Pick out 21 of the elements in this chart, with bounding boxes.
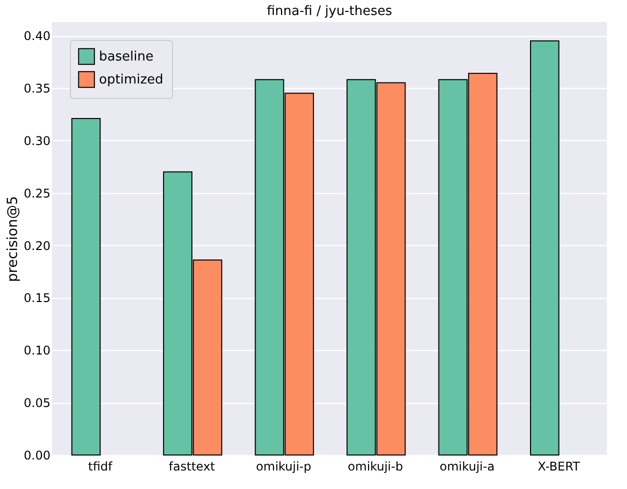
x-tick-label: omikuji-b — [348, 460, 403, 474]
y-tick-label: 0.35 — [24, 82, 50, 96]
y-tick-label: 0.05 — [24, 396, 50, 410]
x-tick-label: X-BERT — [538, 460, 581, 474]
y-tick-label: 0.30 — [24, 134, 50, 148]
x-tick-label: tfidf — [88, 460, 113, 474]
y-tick-label: 0.40 — [24, 29, 50, 44]
x-tick-label: fasttext — [168, 460, 216, 474]
chart-title: finna-fi / jyu-theses — [266, 4, 392, 19]
y-tick-label: 0.00 — [24, 448, 50, 462]
y-tick-label: 0.25 — [24, 186, 50, 200]
legend-label: baseline — [99, 50, 154, 64]
y-tick-label: 0.20 — [24, 238, 50, 253]
legend-label: optimized — [99, 72, 164, 88]
bar — [530, 40, 560, 456]
x-tick-label: omikuji-p — [256, 460, 312, 474]
y-tick-label: 0.15 — [24, 291, 50, 306]
bar — [71, 118, 101, 456]
x-tick-label: omikuji-a — [440, 460, 495, 474]
y-tick-label: 0.10 — [24, 344, 50, 358]
y-axis-title: precision@5 — [4, 196, 21, 282]
